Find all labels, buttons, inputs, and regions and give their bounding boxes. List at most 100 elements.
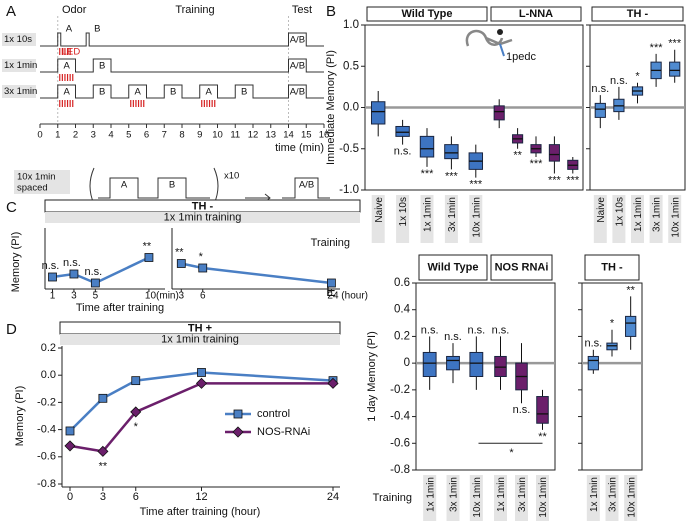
box (606, 342, 618, 351)
time-tick-label: 0 (37, 130, 42, 141)
pulse-label: A (205, 87, 212, 98)
category-bg (649, 195, 663, 243)
category-label: 3x 1min (608, 477, 619, 512)
category-label: 1x 1min (425, 477, 436, 512)
point (144, 253, 154, 262)
point (327, 377, 339, 389)
category-label: 10x 1min (626, 477, 637, 518)
chart-subtitle: 1x 1min training (164, 211, 242, 223)
category-label: 3x 1min (652, 197, 663, 232)
row-label: 1x 10s (4, 34, 32, 45)
point (98, 393, 108, 403)
point (131, 376, 141, 386)
y-tick-label: -0.2 (390, 384, 410, 396)
pulse-label: B (169, 180, 175, 191)
point (69, 269, 79, 279)
plot-frame (415, 282, 556, 471)
y-tick-label: -0.5 (339, 143, 359, 155)
category-bg (446, 475, 460, 521)
spaced-label: spaced (17, 183, 48, 194)
pulse-label: A/B (290, 61, 305, 72)
time-tick-label: 9 (197, 130, 202, 141)
group-name: TH - (601, 261, 623, 273)
chart-title: TH + (188, 322, 212, 334)
time-tick-label: 6 (144, 130, 149, 141)
point (198, 263, 208, 273)
x-tick-label: 24 (hour) (327, 291, 368, 302)
significance: ** (143, 240, 152, 252)
group-name: TH - (627, 8, 649, 20)
significance: ** (626, 284, 635, 296)
significance: *** (421, 168, 435, 180)
pulse-label: A (63, 61, 70, 72)
box (493, 105, 505, 121)
box (469, 351, 484, 378)
box (669, 61, 681, 77)
box (494, 355, 507, 378)
significance: n.s. (444, 331, 462, 343)
category-bg (586, 475, 600, 521)
legend-marker (232, 426, 244, 438)
significance: * (199, 251, 204, 263)
point (65, 426, 75, 436)
category-label: 1x 10s (615, 197, 626, 226)
y-tick-label: 0.0 (41, 369, 56, 381)
time-tick-label: 3 (91, 130, 96, 141)
x-axis-label: Training (373, 492, 412, 504)
category-bg (469, 195, 483, 243)
category-label: 1x 1min (589, 477, 600, 512)
box (419, 135, 435, 158)
significance: *** (566, 174, 580, 186)
category-bg (420, 195, 434, 243)
significance: *** (668, 38, 682, 50)
time-tick-label: 13 (265, 130, 276, 141)
inset-neuron (465, 29, 513, 47)
significance: n.s. (84, 266, 102, 278)
significance: *** (445, 170, 459, 182)
group-header (418, 254, 488, 281)
category-label: 10x 1min (471, 197, 482, 238)
significance: *** (469, 179, 483, 191)
inset-branch (499, 43, 505, 57)
category-label: 1x 1min (496, 477, 507, 512)
spaced-label-bg (14, 170, 70, 194)
box (395, 125, 410, 137)
group-header (366, 6, 488, 22)
y-tick-label: -0.8 (390, 464, 410, 476)
category-bg (423, 475, 437, 521)
y-tick-label: 0.0 (343, 102, 359, 114)
point (64, 440, 76, 452)
legend-label: NOS-RNAi (257, 426, 310, 438)
significance: * (635, 71, 640, 83)
group-header (584, 254, 640, 281)
category-label: 3x 1min (447, 197, 458, 232)
y-tick-label: -1.0 (339, 184, 359, 196)
y-axis-label: Memory (PI) (14, 386, 26, 447)
category-bg (536, 475, 549, 521)
time-tick-label: 4 (108, 130, 113, 141)
repeat-label: x10 (224, 171, 239, 182)
category-bg (515, 475, 528, 521)
pulse-label: B (99, 87, 105, 98)
row-label-bg (2, 59, 36, 72)
time-tick-label: 11 (230, 130, 240, 141)
category-label: 10x 1min (472, 477, 483, 518)
pulse-label: B (170, 87, 176, 98)
significance: n.s. (467, 324, 485, 336)
significance: n.s. (591, 83, 609, 95)
category-label: 1x 1min (423, 197, 434, 232)
legend-label: control (257, 408, 290, 420)
time-tick-label: 1 (55, 130, 60, 141)
pulse-label: B (94, 24, 100, 35)
panel-letter: C (6, 199, 17, 216)
pulse-label: A (66, 24, 73, 35)
group-name: Wild Type (427, 261, 478, 273)
significance: *** (650, 42, 664, 54)
bracket (89, 167, 95, 205)
box (422, 351, 437, 378)
category-bg (612, 195, 626, 243)
point (176, 259, 186, 268)
pulse-label: A (63, 87, 70, 98)
protocol-trace (40, 84, 324, 99)
y-tick-label: 0.5 (343, 60, 359, 72)
